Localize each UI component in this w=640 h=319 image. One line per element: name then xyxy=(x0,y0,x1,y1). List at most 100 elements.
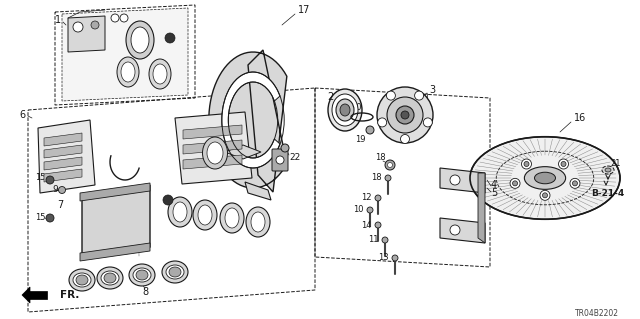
Text: 17: 17 xyxy=(298,5,310,15)
Text: TR04B2202: TR04B2202 xyxy=(575,308,619,317)
Ellipse shape xyxy=(153,64,167,84)
Ellipse shape xyxy=(220,203,244,233)
Circle shape xyxy=(513,181,518,186)
Text: 6: 6 xyxy=(19,110,25,120)
Circle shape xyxy=(276,156,284,164)
Circle shape xyxy=(559,159,568,169)
Ellipse shape xyxy=(375,195,381,201)
Text: 15: 15 xyxy=(35,213,45,222)
Text: 8: 8 xyxy=(142,287,148,297)
Polygon shape xyxy=(27,291,47,299)
Circle shape xyxy=(387,91,396,100)
Polygon shape xyxy=(225,145,261,159)
Ellipse shape xyxy=(534,172,556,184)
Polygon shape xyxy=(222,72,280,168)
Text: 18: 18 xyxy=(374,153,385,162)
Polygon shape xyxy=(175,112,252,184)
Text: 1: 1 xyxy=(55,15,61,25)
Ellipse shape xyxy=(136,270,148,280)
Circle shape xyxy=(450,175,460,185)
Ellipse shape xyxy=(367,207,373,213)
Circle shape xyxy=(73,22,83,32)
Ellipse shape xyxy=(193,200,217,230)
Circle shape xyxy=(401,135,410,144)
Text: 22: 22 xyxy=(289,153,301,162)
Ellipse shape xyxy=(73,273,91,287)
Polygon shape xyxy=(22,287,30,303)
Circle shape xyxy=(561,161,566,167)
Ellipse shape xyxy=(133,268,151,282)
Ellipse shape xyxy=(97,267,123,289)
Polygon shape xyxy=(80,183,150,201)
Ellipse shape xyxy=(387,97,423,133)
Polygon shape xyxy=(440,218,485,243)
Ellipse shape xyxy=(392,255,398,261)
Circle shape xyxy=(163,195,173,205)
Ellipse shape xyxy=(340,104,350,116)
Ellipse shape xyxy=(605,168,611,172)
Ellipse shape xyxy=(173,202,187,222)
Polygon shape xyxy=(82,185,150,257)
Circle shape xyxy=(111,14,119,22)
Ellipse shape xyxy=(131,27,149,53)
Text: 4: 4 xyxy=(491,180,497,190)
Ellipse shape xyxy=(225,208,239,228)
Circle shape xyxy=(378,118,387,127)
Ellipse shape xyxy=(162,261,188,283)
Text: 14: 14 xyxy=(361,220,371,229)
Polygon shape xyxy=(44,145,82,158)
Ellipse shape xyxy=(251,212,265,232)
Text: 19: 19 xyxy=(355,136,365,145)
Ellipse shape xyxy=(101,271,119,285)
Ellipse shape xyxy=(385,175,391,181)
Polygon shape xyxy=(183,140,242,154)
Text: 12: 12 xyxy=(361,194,371,203)
Ellipse shape xyxy=(129,264,155,286)
Ellipse shape xyxy=(104,273,116,283)
Circle shape xyxy=(387,162,392,167)
Circle shape xyxy=(510,178,520,188)
Ellipse shape xyxy=(76,275,88,285)
Polygon shape xyxy=(80,243,150,261)
Circle shape xyxy=(423,118,433,127)
Polygon shape xyxy=(183,125,242,139)
Text: 7: 7 xyxy=(57,200,63,210)
Text: 11: 11 xyxy=(368,235,378,244)
Ellipse shape xyxy=(246,207,270,237)
Text: 15: 15 xyxy=(35,173,45,182)
Ellipse shape xyxy=(332,94,358,126)
Text: 20: 20 xyxy=(352,102,362,112)
Circle shape xyxy=(385,160,395,170)
Ellipse shape xyxy=(166,265,184,279)
Circle shape xyxy=(46,214,54,222)
Ellipse shape xyxy=(396,106,414,124)
Circle shape xyxy=(58,187,65,194)
Ellipse shape xyxy=(202,137,227,169)
Ellipse shape xyxy=(117,57,139,87)
Ellipse shape xyxy=(602,166,614,174)
Text: 2: 2 xyxy=(327,92,333,102)
Polygon shape xyxy=(209,50,287,192)
Ellipse shape xyxy=(382,237,388,243)
Polygon shape xyxy=(183,155,242,169)
Ellipse shape xyxy=(328,89,362,131)
Text: FR.: FR. xyxy=(60,290,79,300)
Ellipse shape xyxy=(169,267,181,277)
Circle shape xyxy=(540,190,550,200)
Polygon shape xyxy=(68,16,105,52)
Ellipse shape xyxy=(69,269,95,291)
Circle shape xyxy=(570,178,580,188)
Polygon shape xyxy=(44,133,82,146)
Circle shape xyxy=(572,181,577,186)
Circle shape xyxy=(165,33,175,43)
Text: 5: 5 xyxy=(491,188,497,198)
Text: B-21-4: B-21-4 xyxy=(591,189,625,197)
Circle shape xyxy=(415,91,424,100)
Ellipse shape xyxy=(377,87,433,143)
Ellipse shape xyxy=(126,21,154,59)
Ellipse shape xyxy=(375,222,381,228)
Text: 18: 18 xyxy=(371,174,381,182)
Ellipse shape xyxy=(470,137,620,219)
Ellipse shape xyxy=(198,205,212,225)
Ellipse shape xyxy=(207,142,223,164)
